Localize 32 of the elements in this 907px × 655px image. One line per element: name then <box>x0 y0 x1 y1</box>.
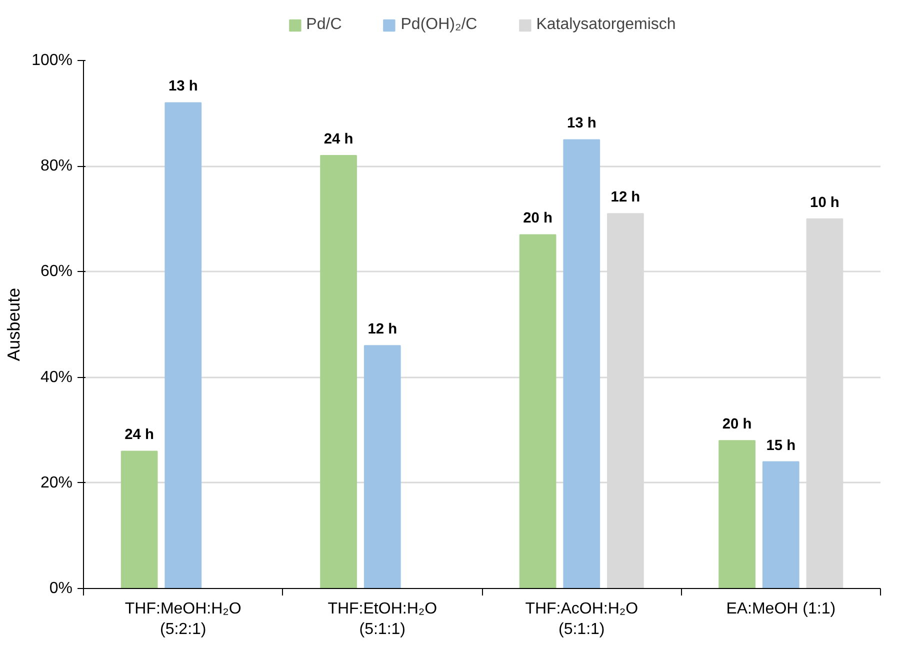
legend-label: Katalysatorgemisch <box>536 16 676 34</box>
bar <box>563 139 600 588</box>
bar <box>164 102 202 588</box>
x-tick-label: THF:EtOH:H₂O (5:1:1) <box>328 600 438 638</box>
annotation: 12 h <box>368 322 398 338</box>
bar <box>320 155 357 588</box>
annotation: 20 h <box>722 416 752 433</box>
x-tick-label: THF:MeOH:H₂O (5:2:1) <box>124 600 242 638</box>
annotation: 20 h <box>523 210 552 227</box>
bar <box>519 234 556 588</box>
annotation: 12 h <box>610 190 640 206</box>
bar <box>718 440 756 588</box>
annotation: 10 h <box>810 194 840 211</box>
annotation: 15 h <box>766 438 796 454</box>
x-tick-label: EA:MeOH (1:1) <box>726 600 836 618</box>
legend-label: Pd/C <box>306 16 342 34</box>
y-tick-label: 40% <box>40 368 73 386</box>
x-tick-label: THF:AcOH:H₂O (5:1:1) <box>525 600 638 638</box>
y-tick-label: 100% <box>32 52 72 69</box>
legend-label: Pd(OH)₂/C <box>400 16 478 34</box>
y-tick-label: 20% <box>40 474 73 492</box>
annotation: 24 h <box>324 132 354 148</box>
y-tick-label: 80% <box>40 158 73 175</box>
bar <box>762 461 800 588</box>
y-tick-label: 0% <box>49 580 72 597</box>
y-tick-label: 60% <box>40 263 73 280</box>
annotation: 13 h <box>168 78 198 95</box>
bar <box>120 450 158 588</box>
annotation: 24 h <box>124 427 154 444</box>
annotation: 13 h <box>566 116 596 132</box>
bar <box>364 345 401 588</box>
y-axis-title: Ausbeute <box>4 288 24 362</box>
